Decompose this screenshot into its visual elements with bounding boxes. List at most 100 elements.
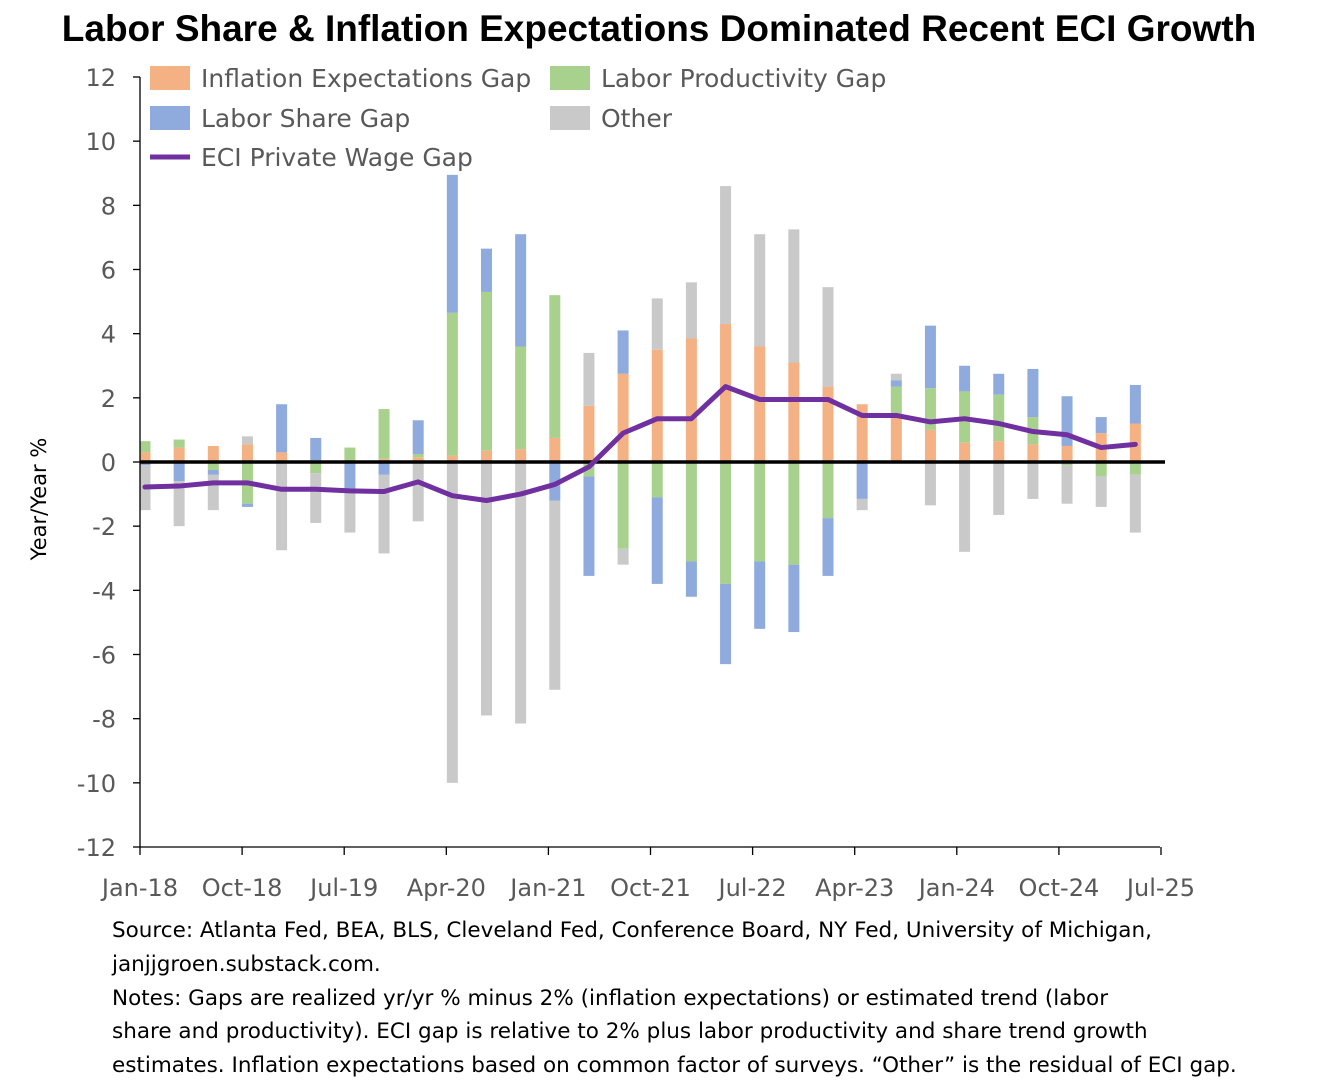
bar-inflation xyxy=(822,386,834,462)
bar-other xyxy=(378,474,390,554)
bar-other xyxy=(788,229,800,363)
bar-labor_share xyxy=(788,564,800,633)
bar-productivity xyxy=(822,462,834,519)
chart-title: Labor Share & Inflation Expectations Dom… xyxy=(61,8,1257,49)
bar-other xyxy=(959,462,971,552)
bar-productivity xyxy=(720,462,732,584)
bar-other xyxy=(173,481,185,527)
bar-other xyxy=(481,462,492,716)
bar-productivity xyxy=(890,386,902,418)
bar-inflation xyxy=(583,405,595,462)
bar-other xyxy=(720,186,732,325)
bar-labor_share xyxy=(241,503,253,507)
x-tick-label: Jan-21 xyxy=(508,874,586,902)
x-tick-label: Jul-25 xyxy=(1125,874,1195,902)
bar-labor_share xyxy=(1095,417,1107,434)
bar-inflation xyxy=(515,449,527,462)
footer-line: estimates. Inflation expectations based … xyxy=(112,1053,1237,1079)
bar-inflation xyxy=(276,452,288,462)
bar-other xyxy=(515,462,527,724)
y-tick-label: 10 xyxy=(85,128,116,156)
bar-labor_share xyxy=(617,330,629,374)
y-tick-label: 8 xyxy=(101,192,116,220)
bar-productivity xyxy=(1129,462,1141,475)
bar-inflation xyxy=(890,417,902,462)
bar-labor_share xyxy=(481,248,492,292)
bar-labor_share xyxy=(924,325,936,389)
legend-label-inflation: Inflation Expectations Gap xyxy=(201,64,531,93)
bar-other xyxy=(583,352,595,406)
footer-line: share and productivity). ECI gap is rela… xyxy=(112,1019,1148,1045)
bar-productivity xyxy=(310,462,322,474)
bars-layer xyxy=(139,174,1141,783)
x-tick-label: Oct-18 xyxy=(202,874,283,902)
legend-swatch-inflation xyxy=(150,66,190,90)
y-tick-label: -10 xyxy=(77,770,116,798)
bar-labor_share xyxy=(754,561,766,629)
bar-other xyxy=(754,234,766,347)
legend-label-other: Other xyxy=(601,104,673,133)
bar-inflation xyxy=(139,452,151,462)
bar-labor_share xyxy=(856,462,868,499)
bar-inflation xyxy=(241,444,253,462)
bar-productivity xyxy=(549,295,561,438)
y-tick-label: -2 xyxy=(92,513,116,541)
bar-other xyxy=(993,462,1005,515)
bar-labor_share xyxy=(378,462,390,475)
bar-productivity xyxy=(924,388,936,430)
y-tick-label: 6 xyxy=(101,257,116,285)
x-tick-label: Oct-24 xyxy=(1019,874,1100,902)
line-eci-private-wage-gap xyxy=(142,384,1138,503)
x-tick-label: Apr-23 xyxy=(815,874,894,902)
bar-inflation xyxy=(720,324,732,462)
bar-inflation xyxy=(993,441,1005,462)
legend-label-labor_share: Labor Share Gap xyxy=(201,104,410,133)
legend-swatch-labor_share xyxy=(150,106,190,130)
y-tick-label: 12 xyxy=(85,64,116,92)
x-tick-label: Jul-19 xyxy=(308,874,378,902)
bar-labor_share xyxy=(720,583,732,665)
bar-other xyxy=(822,287,834,387)
x-tick-label: Oct-21 xyxy=(610,874,691,902)
legend-label-productivity: Labor Productivity Gap xyxy=(601,64,886,93)
bar-labor_share xyxy=(685,561,697,597)
bar-productivity xyxy=(617,462,629,549)
bar-other xyxy=(207,474,219,511)
bar-productivity xyxy=(651,462,663,498)
y-axis-title: Year/Year % xyxy=(27,438,51,562)
bar-inflation xyxy=(446,455,458,462)
footer-line: janjjgroen.substack.com. xyxy=(112,951,381,977)
bar-inflation xyxy=(1027,444,1039,462)
bar-inflation xyxy=(549,437,561,462)
bar-labor_share xyxy=(822,518,834,576)
bar-labor_share xyxy=(207,470,219,475)
bar-inflation xyxy=(207,445,219,462)
bar-productivity xyxy=(446,312,458,456)
bar-other xyxy=(685,282,697,339)
legend-swatch-productivity xyxy=(550,66,590,90)
y-tick-label: 0 xyxy=(101,449,116,477)
legend-swatch-other xyxy=(550,106,590,130)
x-tick-label: Jul-22 xyxy=(717,874,787,902)
bar-inflation xyxy=(173,447,185,462)
y-tick-label: 4 xyxy=(101,321,116,349)
y-tick-label: -8 xyxy=(92,706,116,734)
bar-productivity xyxy=(173,439,185,448)
bar-other xyxy=(1129,474,1141,533)
bar-labor_share xyxy=(1129,385,1141,424)
bar-inflation xyxy=(617,373,629,462)
bar-inflation xyxy=(856,404,868,462)
bar-labor_share xyxy=(1061,396,1073,446)
bar-other xyxy=(412,462,424,522)
axes-layer: 12 10 8 6 4 2 0 -2 -4 -6 -8 -10 -12 Jan-18 Oct-18 Jul-1… xyxy=(77,64,1195,902)
bar-labor_share xyxy=(549,462,561,501)
x-tick-label: Apr-20 xyxy=(407,874,486,902)
bar-other xyxy=(549,500,561,690)
bar-inflation xyxy=(959,442,971,462)
bar-labor_share xyxy=(993,373,1005,395)
bar-productivity xyxy=(993,394,1005,442)
bar-productivity xyxy=(378,409,390,459)
x-tick-label: Jan-24 xyxy=(917,874,995,902)
bar-other xyxy=(241,436,253,445)
